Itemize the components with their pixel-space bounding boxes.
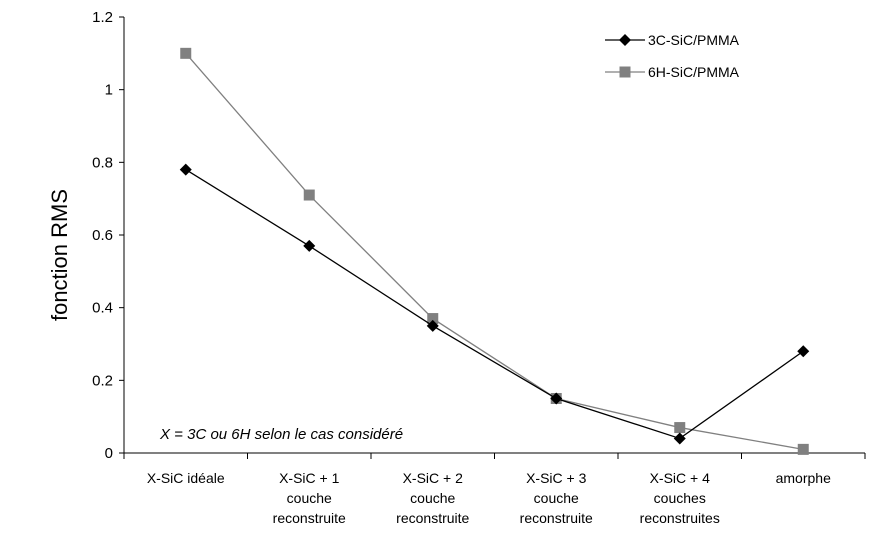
data-point	[550, 392, 563, 405]
series-6h-sic-pmma	[180, 47, 809, 455]
data-point	[426, 319, 439, 332]
x-category-label: X-SiC + 1 couche reconstruite	[273, 470, 346, 526]
x-axis: X-SiC idéale X-SiC + 1 couche reconstruiteX…	[123, 452, 866, 526]
data-point	[303, 239, 316, 252]
x-category-label-line: reconstruite	[520, 510, 593, 526]
y-axis: 0 0.2 0.4 0.6 0.8 1 1.2	[92, 9, 125, 462]
x-category-label: X-SiC + 2 couche reconstruite	[396, 470, 469, 526]
x-category-label-line: amorphe	[776, 470, 831, 486]
legend: 3C-SiC/PMMA 6H-SiC/PMMA	[605, 32, 740, 80]
x-category-label-line: reconstruite	[396, 510, 469, 526]
legend-label: 6H-SiC/PMMA	[648, 64, 740, 80]
y-tick-label: 0.2	[92, 372, 113, 389]
x-category-label: X-SiC + 4 couches reconstruites	[640, 470, 720, 526]
x-category-label-line: couches	[654, 490, 706, 506]
y-axis-label: fonction RMS	[47, 189, 72, 321]
data-point	[427, 313, 439, 325]
x-category-label: X-SiC + 3 couche reconstruite	[520, 470, 593, 526]
series-3c-sic-pmma	[179, 163, 810, 445]
x-category-label: amorphe	[776, 470, 831, 486]
x-category-label-line: couche	[534, 490, 579, 506]
x-category-label-line: reconstruite	[273, 510, 346, 526]
y-tick-label: 0	[105, 445, 113, 462]
series-layer	[179, 47, 810, 455]
series-line	[185, 169, 804, 440]
data-point	[179, 163, 192, 176]
data-point	[180, 47, 192, 59]
y-tick-label: 1.2	[92, 9, 113, 26]
x-category-label-line: couche	[410, 490, 455, 506]
legend-label: 3C-SiC/PMMA	[648, 32, 740, 48]
legend-item: 6H-SiC/PMMA	[605, 64, 740, 80]
x-category-label-line: X-SiC + 2	[403, 470, 464, 486]
legend-marker	[619, 66, 631, 78]
chart-annotation: X = 3C ou 6H selon le cas considéré	[159, 426, 403, 443]
data-point	[797, 345, 810, 358]
y-tick-label: 1	[105, 82, 113, 99]
y-tick-label: 0.4	[92, 300, 113, 317]
data-point	[797, 443, 809, 455]
data-point	[674, 422, 686, 434]
x-category-label-line: reconstruites	[640, 510, 720, 526]
x-category-label-line: couche	[287, 490, 332, 506]
data-point	[673, 432, 686, 445]
x-category-label-line: X-SiC + 4	[650, 470, 711, 486]
x-category-label-line: X-SiC + 3	[526, 470, 587, 486]
x-category-label-line: X-SiC + 1	[279, 470, 340, 486]
data-point	[303, 189, 315, 201]
x-category-label-line: X-SiC idéale	[147, 470, 225, 486]
legend-marker	[619, 34, 631, 46]
y-tick-label: 0.8	[92, 154, 113, 171]
series-line	[185, 52, 804, 451]
x-category-label: X-SiC idéale	[147, 470, 225, 486]
y-tick-label: 0.6	[92, 227, 113, 244]
legend-item: 3C-SiC/PMMA	[605, 32, 740, 48]
